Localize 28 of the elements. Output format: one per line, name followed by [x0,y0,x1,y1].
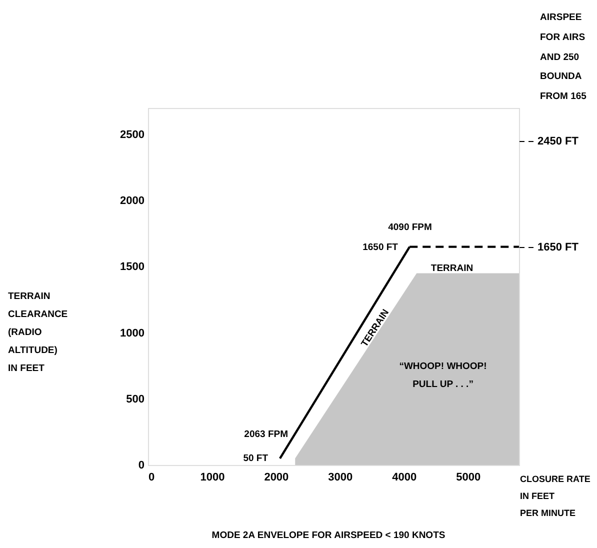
text: AIRSPEE [540,12,582,23]
annotation: “WHOOP! WHOOP! PULL UP . . .” [399,361,487,390]
x-tick-label: 3000 [328,472,353,484]
text: FROM 165 [540,91,588,102]
text: MODE 2A ENVELOPE FOR AIRSPEED < 190 KNOTS [212,530,446,541]
x-tick-label: 0 [148,472,155,484]
y-tick-label: 1500 [120,261,144,274]
x-tick-label: 4000 [392,472,417,484]
x-tick-label: 1000 [200,472,225,484]
annotation: TERRAIN [430,263,474,274]
y-tick-label: 0 [138,460,144,472]
y-tick-label: 2000 [120,195,144,208]
y2-tick-label: 2450 FT [538,136,579,148]
text: AND 250 [540,52,580,63]
text: TERRAIN CLEARANCE (RADIO ALTITUDE) IN FEET [8,291,68,374]
annotation: 4090 FPM [388,222,432,233]
annotation: 50 FT [243,453,268,464]
y-tick-label: 1000 [120,327,144,340]
annotation: 2063 FPM [244,429,288,440]
x-tick-label: 5000 [456,472,481,484]
text: BOUNDA [540,71,582,82]
x-tick-label: 2000 [264,472,289,484]
y-tick-label: 2500 [120,128,144,141]
x-axis-title: CLOSURE RATE IN FEET PER MINUTE [520,474,590,518]
annotation: 1650 FT [362,242,398,253]
y2-tick-label: 1650 FT [538,241,579,254]
y-tick-label: 500 [126,393,144,406]
text: FOR AIRS [540,32,586,43]
